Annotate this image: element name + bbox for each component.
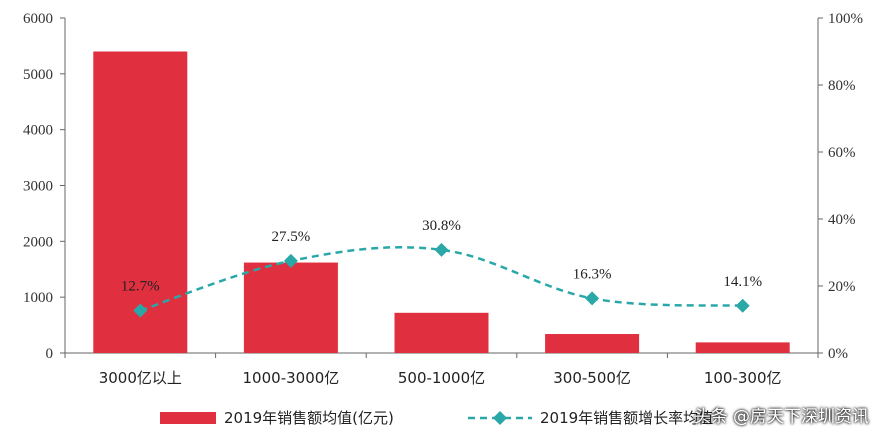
legend-line-label: 2019年销售额增长率均值 xyxy=(540,409,713,427)
legend-bar-label: 2019年销售额均值(亿元) xyxy=(224,409,394,427)
bar xyxy=(93,51,188,353)
data-label: 14.1% xyxy=(723,274,762,290)
y-right-tick-label: 100% xyxy=(828,11,863,27)
y-right-tick-label: 20% xyxy=(828,279,856,295)
y-left-tick-label: 2000 xyxy=(23,234,53,250)
bar xyxy=(695,342,790,353)
bar xyxy=(394,312,489,353)
x-tick-label: 500-1000亿 xyxy=(398,369,485,387)
y-left-tick-label: 6000 xyxy=(23,11,53,27)
x-tick-label: 300-500亿 xyxy=(553,369,631,387)
data-point xyxy=(283,253,298,268)
bar xyxy=(545,334,640,353)
y-left-tick-label: 0 xyxy=(46,346,54,362)
bar-series xyxy=(93,51,790,353)
line-series: 12.7% 27.5% 30.8% 16.3% 14.1% xyxy=(121,218,762,318)
data-label: 30.8% xyxy=(422,218,461,234)
data-point xyxy=(585,291,600,306)
data-point xyxy=(133,303,148,318)
y-right-tick-label: 80% xyxy=(828,78,856,94)
legend-line-marker xyxy=(493,411,507,425)
watermark: 头条 @房天下深圳资讯 xyxy=(693,407,869,427)
bar xyxy=(243,262,338,353)
data-label: 12.7% xyxy=(121,278,160,294)
data-label: 27.5% xyxy=(272,229,311,245)
data-point xyxy=(434,242,449,257)
y-left-tick-label: 5000 xyxy=(23,67,53,83)
y-right-tick-label: 0% xyxy=(828,346,848,362)
axes: 0 1000 2000 3000 4000 5000 6000 0% 20% 40% 60% 80% 1… xyxy=(23,11,863,387)
x-tick-label: 3000亿以上 xyxy=(99,369,182,387)
y-left-tick-label: 3000 xyxy=(23,179,53,195)
data-point xyxy=(735,298,750,313)
legend-bar-swatch xyxy=(160,412,216,424)
growth-line xyxy=(139,246,743,312)
data-label: 16.3% xyxy=(573,266,612,282)
x-tick-label: 1000-3000亿 xyxy=(243,369,340,387)
legend: 2019年销售额均值(亿元) 2019年销售额增长率均值 xyxy=(160,409,713,427)
y-left-tick-label: 1000 xyxy=(23,290,53,306)
y-right-tick-label: 40% xyxy=(828,212,856,228)
x-tick-label: 100-300亿 xyxy=(704,369,782,387)
y-right-tick-label: 60% xyxy=(828,145,856,161)
y-left-tick-label: 4000 xyxy=(23,123,53,139)
